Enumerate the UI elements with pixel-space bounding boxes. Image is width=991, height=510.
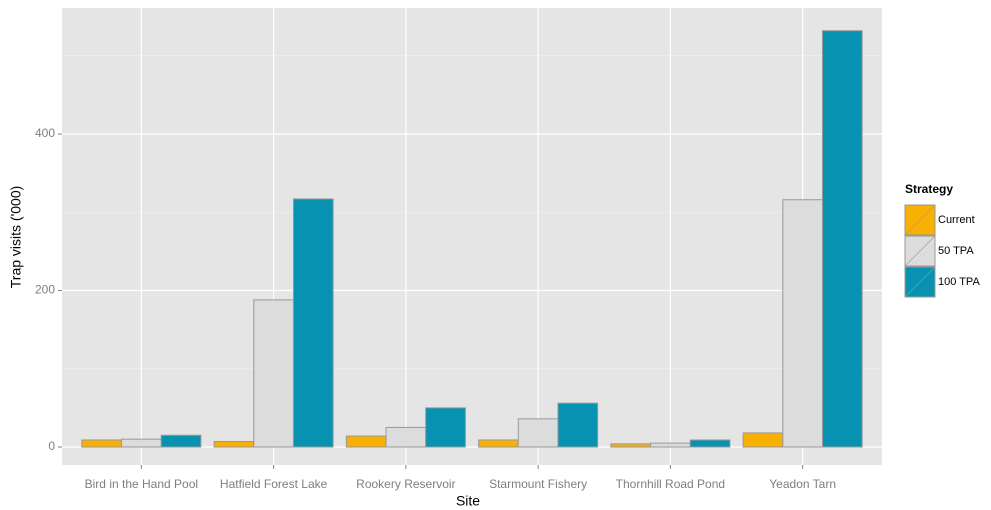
- x-axis-title: Site: [456, 493, 480, 509]
- bar: [385, 426, 427, 448]
- y-tick-label: 200: [35, 283, 55, 297]
- bar: [81, 439, 123, 448]
- bar: [689, 439, 731, 448]
- bar: [121, 438, 162, 448]
- y-tick-label: 0: [48, 439, 55, 453]
- legend-key-slash: [904, 235, 936, 267]
- legend-key-slash: [904, 266, 936, 298]
- legend-label: Current: [938, 214, 975, 226]
- x-tick-label: Yeadon Tarn: [769, 477, 836, 491]
- y-axis-title: Trap visits ('000): [8, 186, 24, 289]
- y-tick-label: 400: [35, 126, 55, 140]
- bar: [557, 402, 599, 448]
- bar: [517, 418, 559, 448]
- bar: [425, 407, 466, 448]
- bar: [160, 434, 202, 448]
- bar: [253, 299, 294, 448]
- x-tick-label: Rookery Reservoir: [356, 477, 455, 491]
- bar: [610, 443, 652, 448]
- legend-title: Strategy: [905, 182, 953, 196]
- legend-key-slash: [904, 204, 936, 236]
- legend-label: 50 TPA: [938, 245, 974, 257]
- bar: [478, 439, 519, 448]
- x-tick-label: Bird in the Hand Pool: [85, 477, 198, 491]
- bar: [213, 441, 255, 448]
- legend-label: 100 TPA: [938, 276, 980, 288]
- bar: [345, 435, 387, 448]
- panel: [62, 8, 882, 465]
- bar: [742, 432, 784, 448]
- bar: [292, 198, 334, 448]
- bar: [821, 30, 863, 448]
- bar: [650, 442, 691, 448]
- x-tick-label: Thornhill Road Pond: [616, 477, 725, 491]
- x-tick-label: Hatfield Forest Lake: [220, 477, 328, 491]
- x-tick-label: Starmount Fishery: [489, 477, 587, 491]
- bar: [782, 199, 823, 448]
